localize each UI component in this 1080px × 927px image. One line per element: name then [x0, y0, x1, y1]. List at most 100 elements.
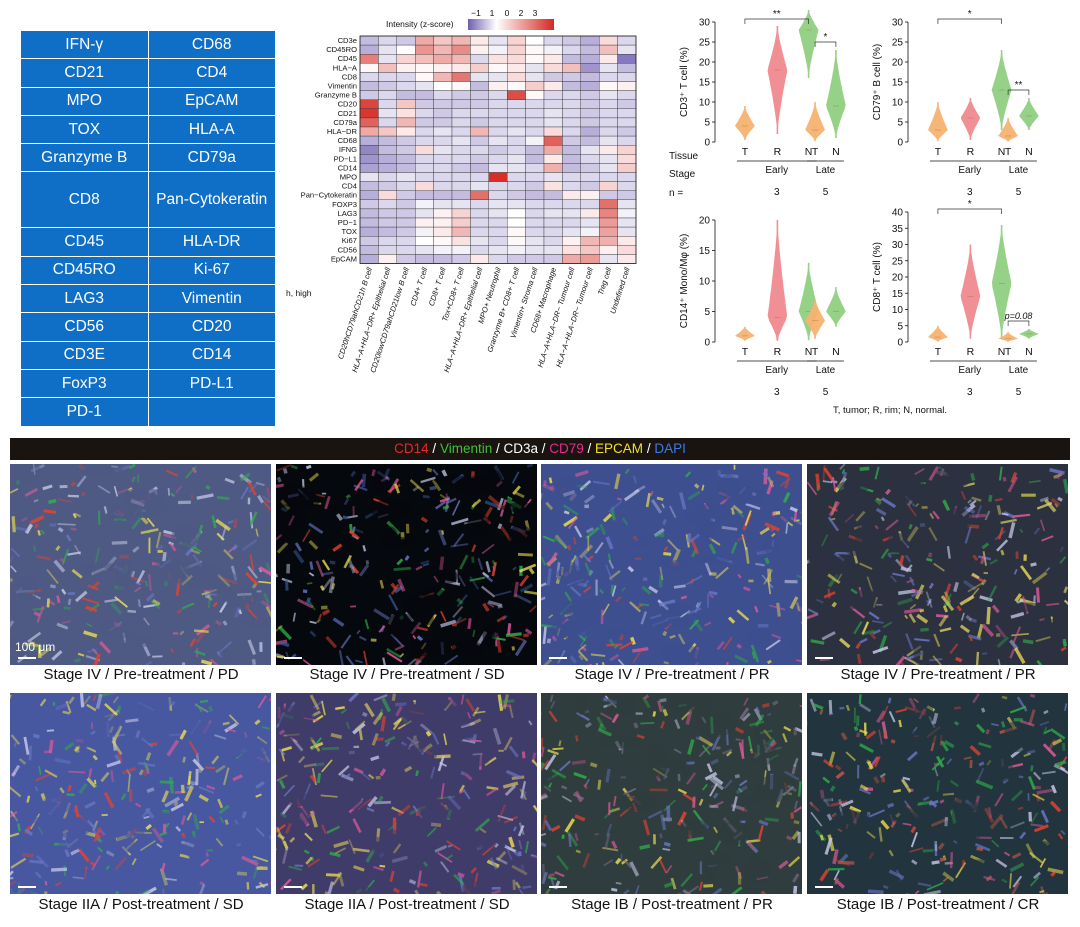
tissue-fiber	[642, 577, 648, 581]
tissue-fiber	[263, 502, 271, 513]
tissue-fiber	[155, 531, 162, 549]
tissue-fiber	[340, 773, 354, 782]
tissue-fiber	[219, 600, 228, 613]
tissue-fiber	[175, 825, 182, 832]
heatmap-cell	[470, 226, 489, 237]
heatmap-cell	[470, 72, 489, 82]
tissue-fiber	[739, 707, 750, 720]
tissue-fiber	[75, 590, 88, 603]
heatmap-cell	[580, 117, 600, 128]
tissue-fiber	[137, 599, 141, 608]
tissue-gap	[180, 532, 197, 548]
y-tick-label: 5	[897, 321, 903, 332]
tissue-fiber	[996, 636, 1010, 648]
heatmap-cell	[543, 117, 563, 128]
tissue-fiber	[1050, 784, 1057, 794]
tissue-fiber	[757, 624, 769, 628]
tissue-fiber	[1060, 646, 1067, 652]
tissue-fiber	[760, 890, 771, 894]
tissue-fiber	[1008, 522, 1016, 539]
tissue-fiber	[541, 596, 546, 604]
tissue-fiber	[754, 714, 765, 727]
heatmap-cell	[359, 81, 379, 91]
tissue-fiber	[217, 798, 224, 809]
heatmap-row-label: CD21	[338, 109, 357, 118]
tissue-fiber	[170, 492, 176, 498]
tissue-gap	[652, 758, 692, 783]
tissue-fiber	[652, 711, 657, 717]
tissue-fiber	[257, 695, 267, 709]
heatmap-cell	[414, 126, 434, 137]
tissue-fiber	[904, 608, 922, 614]
tissue-fiber	[874, 466, 880, 480]
tissue-fiber	[412, 485, 420, 492]
tissue-fiber	[713, 840, 722, 853]
tissue-fiber	[251, 658, 257, 665]
tissue-fiber	[21, 516, 28, 522]
tissue-fiber	[257, 866, 268, 871]
tissue-fiber	[712, 887, 723, 894]
tissue-fiber	[519, 788, 528, 801]
tissue-fiber	[98, 828, 106, 837]
tissue-fiber	[1001, 695, 1008, 700]
y-tick-label: 20	[699, 216, 711, 227]
tissue-fiber	[736, 535, 746, 542]
tissue-fiber	[518, 839, 523, 850]
tissue-fiber	[457, 872, 465, 878]
tissue-fiber	[963, 505, 976, 514]
tissue-fiber	[641, 585, 652, 595]
tissue-fiber	[268, 835, 271, 849]
heatmap-cell	[617, 90, 637, 100]
tissue-fiber	[11, 764, 21, 777]
tissue-fiber	[759, 526, 770, 536]
heatmap-column-label: Treg cell	[596, 266, 613, 296]
tissue-gap	[420, 609, 434, 626]
tissue-fiber	[214, 619, 222, 626]
image-caption: Stage IIA / Post-treatment / SD	[304, 896, 510, 913]
tissue-fiber	[365, 848, 376, 863]
tissue-fiber	[837, 828, 843, 833]
tissue-gap	[717, 474, 739, 501]
tissue-fiber	[477, 557, 484, 571]
tissue-fiber	[497, 694, 504, 712]
heatmap-cell	[396, 154, 416, 164]
y-tick-label: 5	[704, 118, 710, 129]
tissue-fiber	[345, 494, 351, 499]
violin-shape	[826, 50, 846, 138]
heatmap-cell	[562, 245, 581, 255]
tissue-fiber	[893, 789, 902, 793]
tissue-fiber	[547, 749, 559, 756]
tissue-fiber	[338, 650, 345, 665]
tissue-fiber	[320, 794, 338, 798]
sig-bracket	[937, 208, 1002, 214]
y-tick-label: 20	[699, 58, 711, 69]
tissue-fiber	[939, 856, 947, 862]
tissue-fiber	[46, 729, 55, 732]
marker-cell: CD3E	[20, 340, 149, 370]
tissue-fiber	[685, 708, 693, 725]
tissue-fiber	[190, 494, 194, 500]
tissue-fiber	[541, 556, 547, 566]
tissue-fiber	[121, 766, 137, 775]
tissue-gap	[337, 747, 369, 758]
tissue-fiber	[880, 548, 890, 560]
tissue-fiber	[61, 588, 67, 595]
tissue-fiber	[484, 500, 502, 510]
tissue-fiber	[598, 723, 604, 730]
tissue-fiber	[189, 637, 197, 648]
tissue-fiber	[206, 595, 213, 601]
tissue-fiber	[446, 497, 457, 504]
tissue-fiber	[735, 738, 741, 742]
tissue-fiber	[10, 811, 18, 821]
tissue-fiber	[252, 867, 259, 879]
tissue-fiber	[876, 710, 886, 724]
tissue-gap	[10, 464, 42, 487]
tissue-fiber	[193, 546, 203, 553]
tissue-fiber	[744, 546, 750, 564]
tissue-fiber	[377, 795, 384, 804]
heatmap-cell	[506, 63, 526, 73]
heatmap-cell	[525, 245, 545, 255]
heatmap-cell	[580, 235, 600, 246]
tissue-fiber	[541, 582, 547, 592]
heatmap-cell	[543, 90, 563, 100]
